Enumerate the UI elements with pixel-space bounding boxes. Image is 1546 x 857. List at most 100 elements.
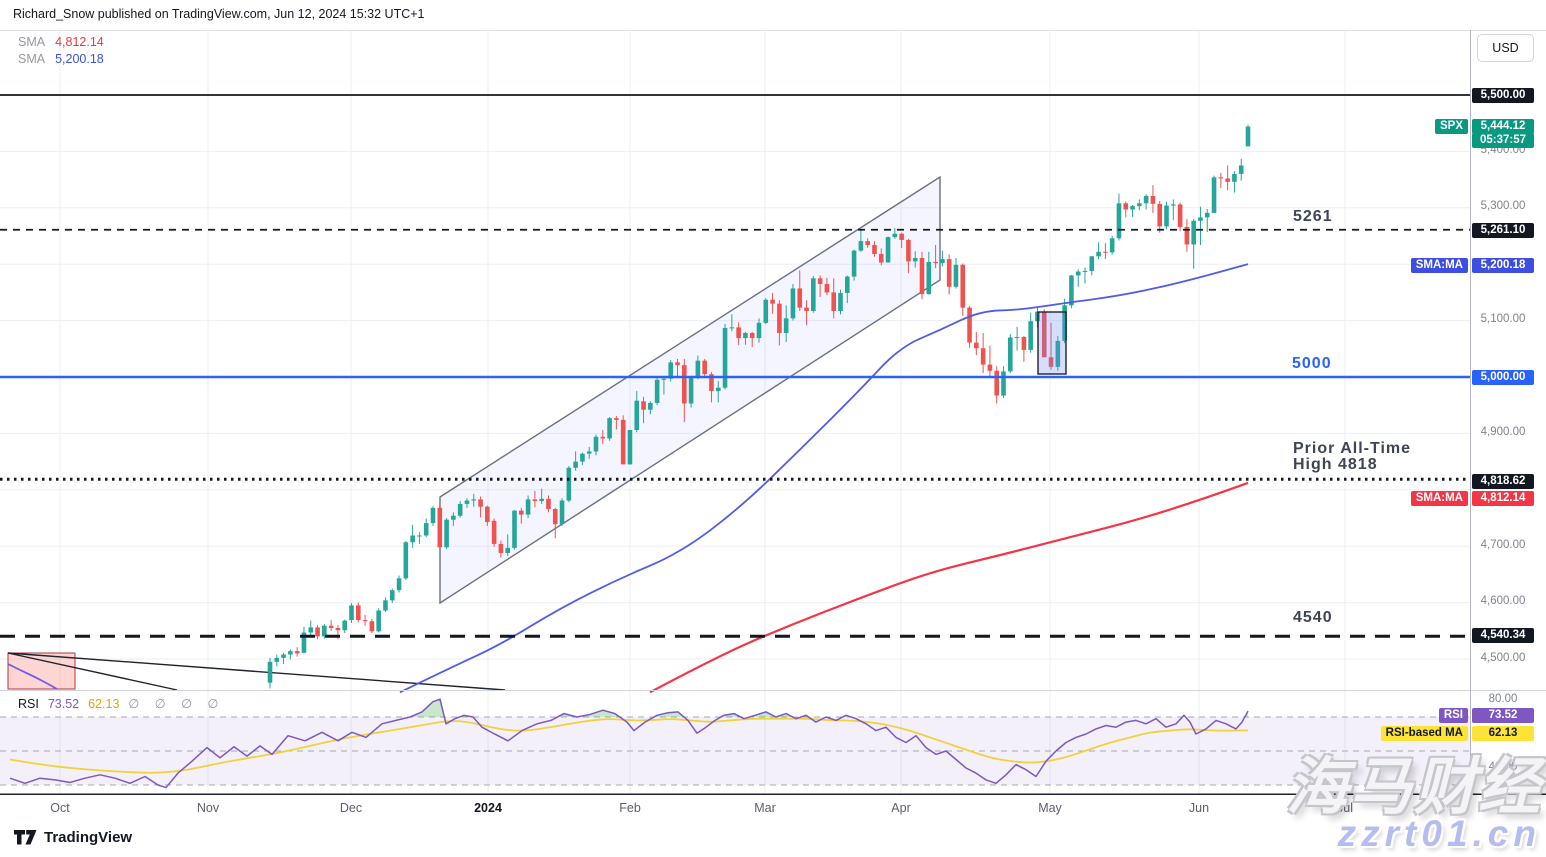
candle-body xyxy=(1055,340,1061,367)
candle-body xyxy=(1014,336,1020,338)
candle-body xyxy=(566,467,572,501)
candle-body xyxy=(478,499,483,507)
candle-body xyxy=(1001,371,1006,396)
candle-body xyxy=(974,342,979,349)
candle-body xyxy=(288,651,293,655)
watermark-chinese: 海马财经 xyxy=(1285,753,1542,822)
candle-body xyxy=(620,419,626,465)
candle-body xyxy=(281,654,286,658)
candle-body xyxy=(912,257,918,262)
candle-body xyxy=(539,498,544,502)
candle-body xyxy=(1069,275,1074,306)
candle-body xyxy=(702,360,707,375)
candle-body xyxy=(892,233,898,238)
candle-body xyxy=(783,318,789,334)
candle-body xyxy=(1021,336,1027,350)
candle-body xyxy=(1028,321,1033,350)
candle-body xyxy=(383,600,388,611)
candle-body xyxy=(1130,206,1135,210)
candle-body xyxy=(844,276,850,293)
candle-body xyxy=(498,543,504,553)
candle-body xyxy=(355,605,361,621)
candle-body xyxy=(444,519,449,548)
candle-body xyxy=(641,401,646,410)
candle-body xyxy=(1075,271,1081,276)
candle-body xyxy=(1164,205,1169,227)
candle-body xyxy=(1137,203,1142,207)
candle-body xyxy=(1157,203,1163,227)
candle-body xyxy=(980,348,986,365)
candle-body xyxy=(1062,305,1067,341)
candle-body xyxy=(953,264,959,287)
candle-body xyxy=(1123,203,1129,210)
candle-body xyxy=(967,307,972,343)
candle-body xyxy=(423,523,429,536)
candle-body xyxy=(308,627,314,633)
footer-brand[interactable]: TradingView xyxy=(14,829,132,846)
candle-body xyxy=(1143,195,1149,204)
candle-body xyxy=(695,360,701,377)
candle-body xyxy=(1204,212,1210,218)
candle-body xyxy=(1184,226,1190,245)
candle-body xyxy=(485,506,490,522)
candle-body xyxy=(1170,204,1176,206)
candle-body xyxy=(1191,220,1196,245)
candle-body xyxy=(919,257,925,295)
candle-body xyxy=(1198,217,1203,221)
highlight-box-drawing xyxy=(1037,311,1067,375)
candle-body xyxy=(403,542,409,579)
candle-body xyxy=(797,288,803,308)
candle-body xyxy=(396,578,402,591)
candle-body xyxy=(790,288,796,319)
candle-body xyxy=(777,303,782,334)
candle-body xyxy=(661,378,667,380)
tradingview-brand-text: TradingView xyxy=(44,829,133,846)
candle-body xyxy=(593,436,599,452)
candle-body xyxy=(342,620,348,631)
candle-body xyxy=(274,657,280,662)
candle-body xyxy=(688,377,694,404)
candle-body xyxy=(838,292,843,312)
candle-body xyxy=(1232,173,1237,182)
candle-body xyxy=(525,499,531,515)
candle-body xyxy=(654,379,660,403)
candle-body xyxy=(294,651,300,654)
candle-body xyxy=(736,327,741,339)
price-chart-svg[interactable] xyxy=(0,0,1546,795)
candle-body xyxy=(1007,337,1013,372)
candle-body xyxy=(715,387,721,392)
time-axis[interactable] xyxy=(0,796,1470,822)
candle-body xyxy=(817,278,823,284)
rsi-overbought-fill xyxy=(721,713,741,717)
candle-body xyxy=(1225,178,1230,182)
candle-body xyxy=(559,500,565,525)
candle-body xyxy=(804,307,809,312)
candle-body xyxy=(865,241,870,246)
rsi-based-ma-line xyxy=(9,717,1249,774)
candle-body xyxy=(1211,177,1217,213)
sma-200-line xyxy=(649,481,1249,694)
candle-body xyxy=(906,239,911,262)
candle-body xyxy=(872,245,877,255)
currency-toggle-button[interactable]: USD xyxy=(1477,34,1534,62)
price-axis[interactable] xyxy=(1470,30,1546,795)
tradingview-logo-icon xyxy=(14,830,37,845)
candle-body xyxy=(946,259,952,287)
candle-body xyxy=(1116,203,1122,239)
candle-body xyxy=(1150,195,1156,204)
candle-body xyxy=(1218,177,1224,179)
candle-body xyxy=(1096,251,1101,257)
candle-body xyxy=(315,627,320,637)
candle-body xyxy=(749,333,755,339)
candle-body xyxy=(328,625,334,628)
candle-body xyxy=(851,250,857,277)
candle-body xyxy=(858,241,864,251)
candle-body xyxy=(512,510,517,548)
candle-body xyxy=(1109,238,1115,253)
candle-body xyxy=(1177,204,1183,227)
candle-body xyxy=(763,299,769,323)
candle-body xyxy=(729,327,735,329)
candle-body xyxy=(627,430,633,465)
sma-100-line xyxy=(399,263,1249,694)
candle-body xyxy=(586,451,592,454)
